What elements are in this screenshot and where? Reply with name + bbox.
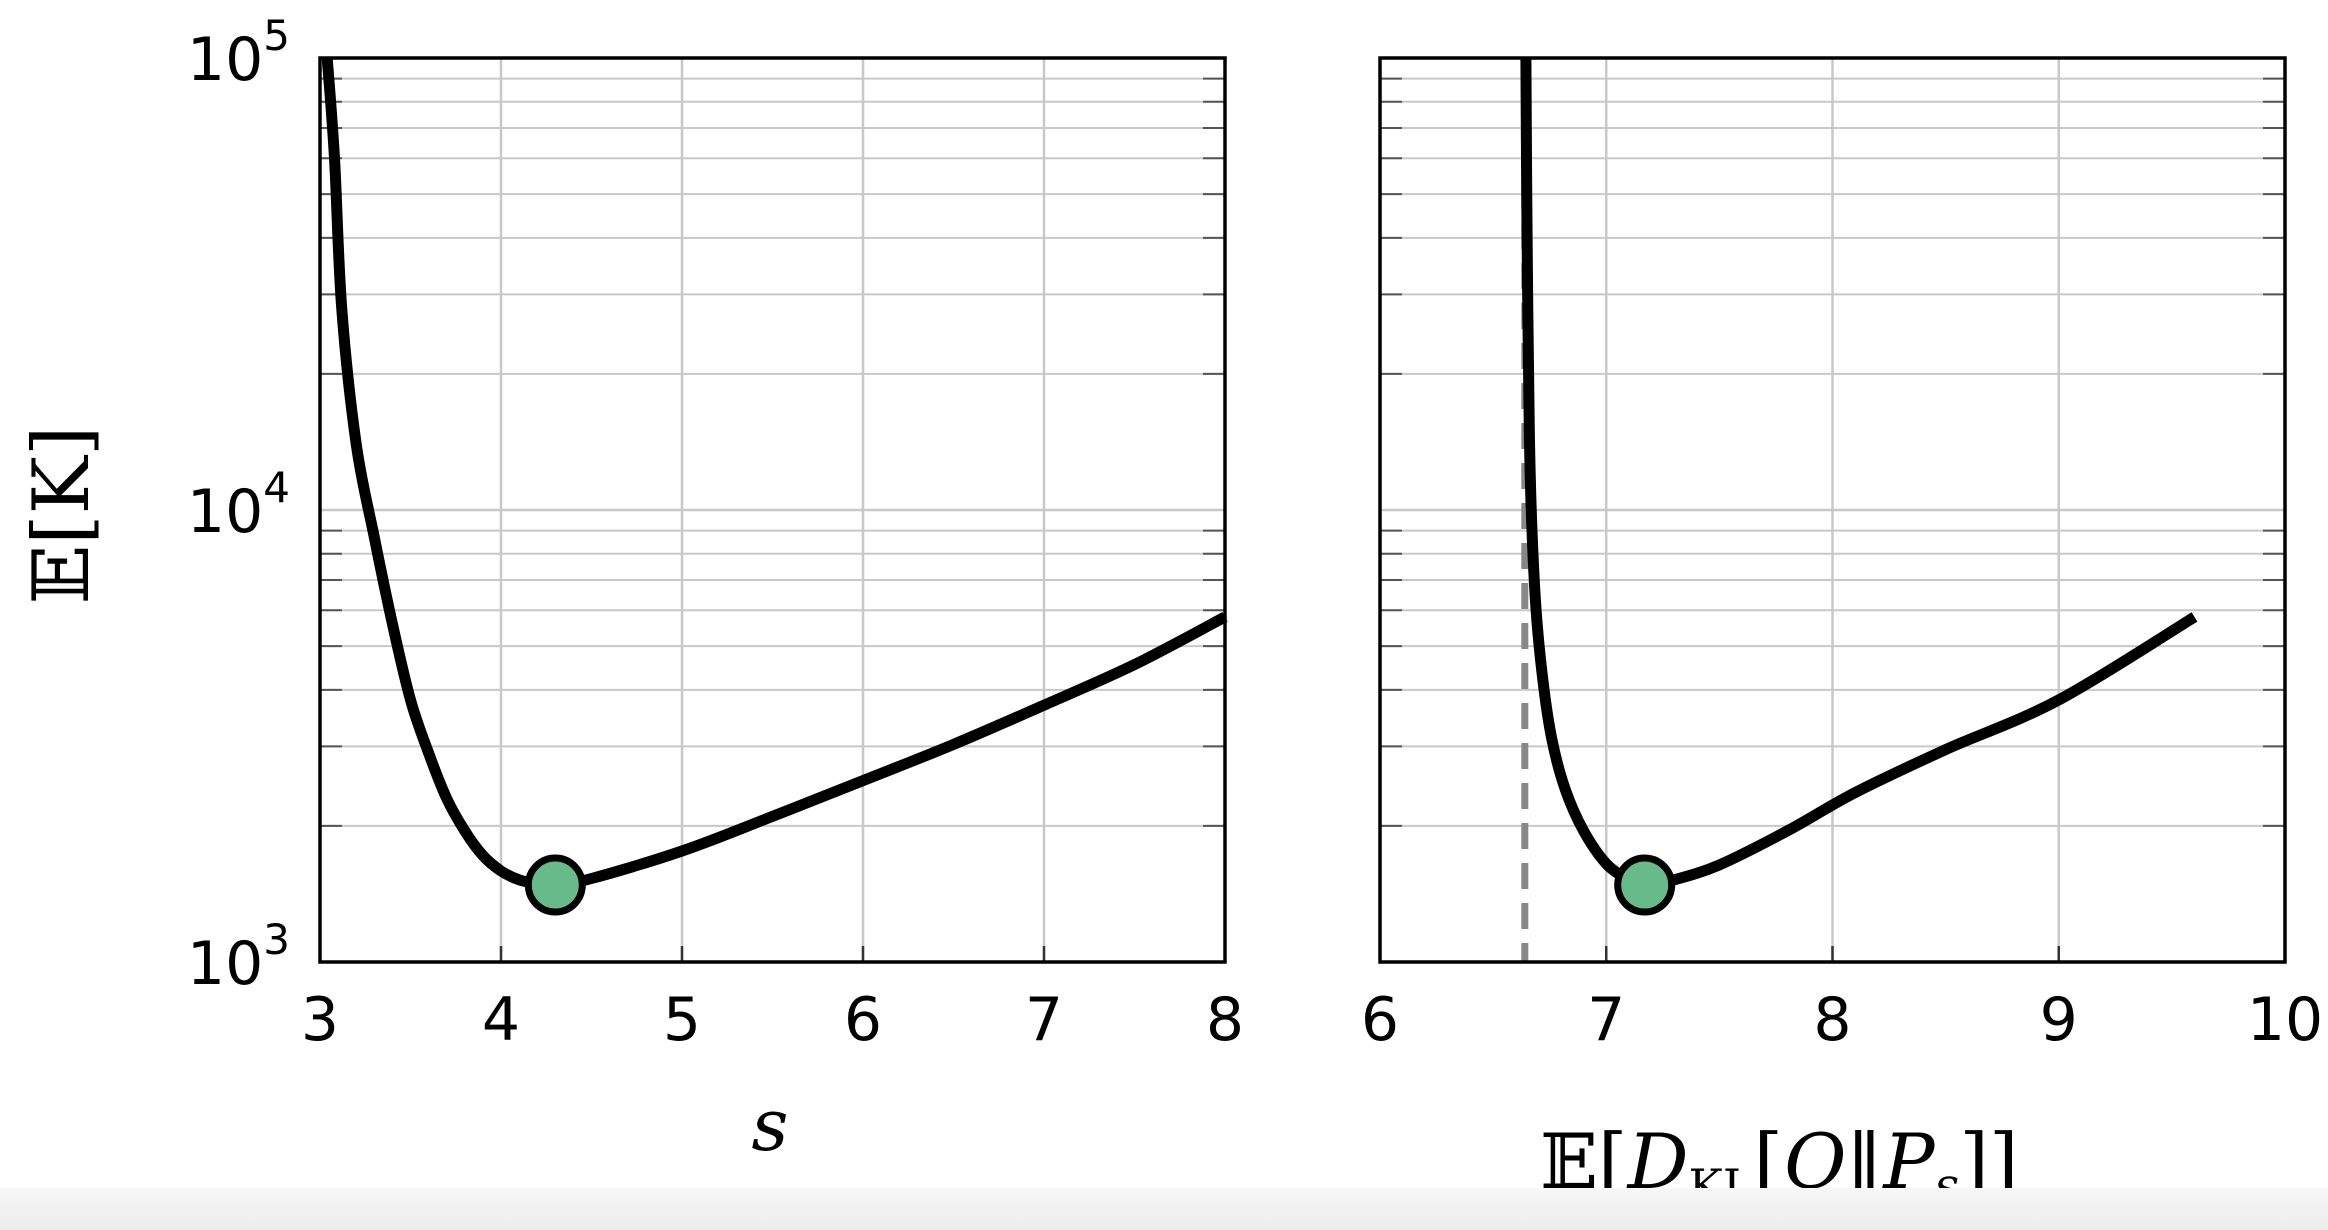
minimum-point bbox=[1614, 854, 1676, 916]
y-tick-label: 103 bbox=[187, 915, 290, 999]
x-tick-label: 7 bbox=[1587, 985, 1625, 1055]
left-plot: 3 4 5 6 7 8 103 104 105 bbox=[187, 11, 1244, 1055]
y-tick-label: 105 bbox=[187, 11, 290, 95]
x-tick-label: 9 bbox=[2040, 985, 2078, 1055]
x-tick-label: 8 bbox=[1813, 985, 1851, 1055]
right-plot: 6 7 8 9 10 bbox=[1361, 56, 2323, 1055]
x-tick-label: 3 bbox=[301, 985, 339, 1055]
x-tick-label: 7 bbox=[1025, 985, 1063, 1055]
x-tick-label: 4 bbox=[482, 985, 520, 1055]
y-tick-label: 104 bbox=[187, 463, 290, 547]
plot-frame bbox=[318, 56, 1227, 964]
series-line bbox=[1520, 57, 2198, 891]
minimum-point bbox=[524, 854, 586, 916]
x-tick-label: 8 bbox=[1206, 985, 1244, 1055]
bottom-strip bbox=[0, 1188, 2328, 1230]
plot-frame bbox=[1378, 56, 2287, 964]
x-tick-label: 6 bbox=[844, 985, 882, 1055]
y-axis-label: 𝔼[K] bbox=[17, 426, 107, 605]
x-tick-label: 10 bbox=[2247, 985, 2323, 1055]
x-tick-label: 6 bbox=[1361, 985, 1399, 1055]
series-line bbox=[321, 57, 1228, 891]
x-tick-label: 5 bbox=[663, 985, 701, 1055]
x-axis-label-left: s bbox=[752, 1083, 789, 1167]
